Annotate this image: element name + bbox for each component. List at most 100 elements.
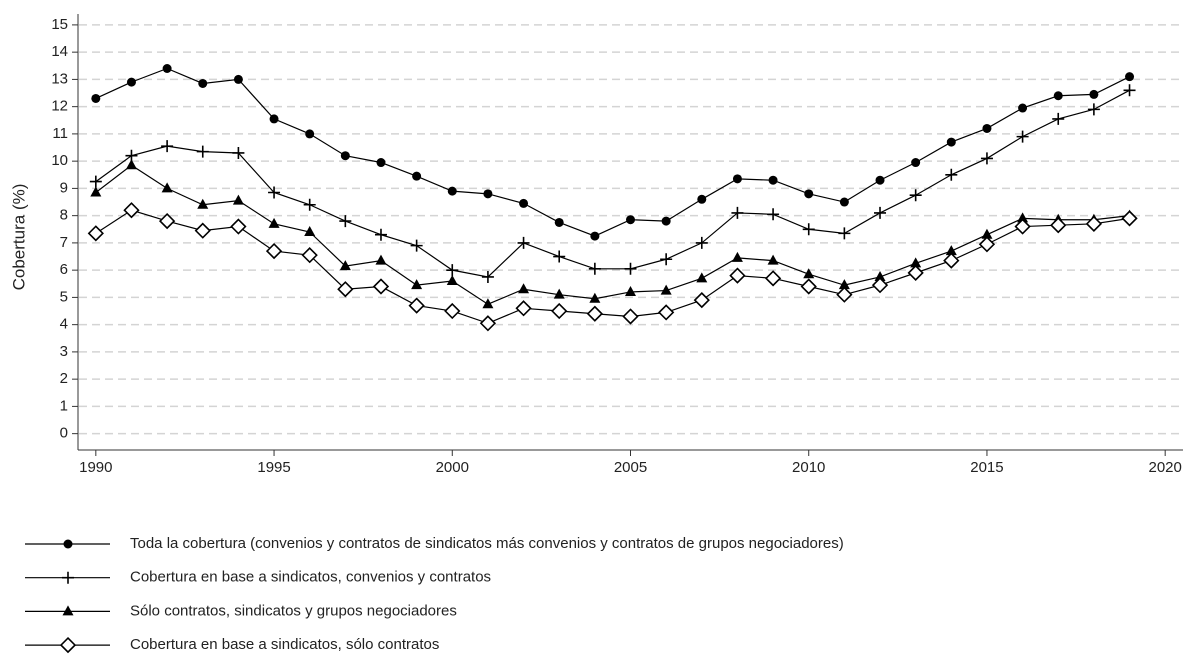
marker [158, 212, 176, 230]
marker-shape [411, 279, 423, 290]
y-tick-label: 1 [60, 397, 68, 414]
marker [410, 239, 423, 252]
marker [729, 267, 746, 284]
marker [910, 257, 922, 268]
x-tick-label: 2005 [614, 459, 647, 476]
marker [233, 74, 243, 84]
marker [624, 262, 637, 275]
marker-shape [123, 202, 140, 219]
marker-shape [518, 283, 530, 294]
y-tick-label: 13 [51, 70, 68, 87]
marker [340, 151, 350, 161]
marker-shape [1123, 84, 1136, 97]
marker-shape [1089, 89, 1099, 99]
legend-label: Cobertura en base a sindicatos, convenio… [130, 569, 491, 586]
marker-shape [696, 272, 708, 283]
marker-shape [196, 145, 209, 158]
marker-shape [374, 228, 387, 241]
legend-label: Cobertura en base a sindicatos, sólo con… [130, 636, 439, 653]
marker-shape [444, 302, 461, 320]
marker [517, 236, 530, 249]
marker-shape [162, 64, 172, 73]
marker [62, 571, 74, 584]
marker [907, 264, 924, 282]
marker [802, 223, 815, 236]
marker [87, 225, 104, 242]
marker-shape [768, 175, 778, 185]
marker-shape [693, 291, 710, 309]
marker-shape [943, 252, 960, 269]
marker-shape [660, 253, 673, 266]
marker-shape [1121, 210, 1138, 227]
marker [731, 206, 744, 219]
marker-shape [658, 304, 675, 321]
marker [481, 270, 494, 283]
marker [660, 253, 673, 266]
marker [305, 129, 315, 139]
marker-shape [232, 194, 244, 205]
marker-shape [161, 182, 173, 193]
marker-shape [62, 605, 74, 616]
marker [836, 286, 853, 303]
marker [232, 146, 245, 159]
marker [804, 189, 814, 199]
y-tick-label: 11 [52, 125, 68, 142]
marker-shape [803, 268, 815, 279]
marker [63, 539, 73, 549]
marker-shape [588, 262, 601, 275]
marker [586, 305, 603, 322]
y-tick-label: 3 [60, 343, 68, 360]
marker-shape [624, 262, 637, 275]
marker-shape [268, 186, 281, 199]
marker [303, 198, 316, 211]
series-line [95, 164, 1130, 305]
marker-shape [198, 78, 208, 88]
marker-shape [339, 215, 352, 228]
series-line [95, 67, 1130, 237]
x-tick-label: 2000 [436, 459, 469, 476]
marker [943, 252, 960, 269]
marker-shape [408, 297, 425, 314]
marker [697, 194, 707, 204]
marker [1050, 217, 1067, 234]
marker-shape [874, 270, 886, 281]
marker [553, 288, 565, 299]
marker [123, 202, 140, 219]
marker-shape [376, 158, 386, 168]
marker-shape [804, 189, 814, 199]
marker-shape [519, 198, 529, 208]
marker [767, 208, 780, 221]
marker-shape [517, 236, 530, 249]
marker [339, 215, 352, 228]
marker [982, 123, 992, 133]
marker-shape [158, 212, 176, 230]
marker [764, 270, 782, 287]
marker [695, 236, 708, 249]
marker-shape [304, 226, 316, 236]
x-tick-label: 2015 [970, 459, 1003, 476]
marker-shape [372, 278, 390, 295]
marker [875, 175, 885, 185]
marker [376, 158, 386, 168]
marker-shape [697, 194, 707, 204]
marker [412, 171, 422, 181]
marker [658, 304, 675, 321]
marker-shape [981, 228, 993, 239]
marker-shape [87, 225, 104, 242]
y-tick-label: 14 [51, 43, 68, 60]
marker-shape [412, 171, 422, 181]
marker [197, 198, 209, 209]
marker-shape [586, 305, 603, 322]
marker-shape [194, 222, 211, 239]
marker [162, 64, 172, 73]
marker [161, 140, 174, 153]
marker [1017, 212, 1029, 223]
marker [768, 175, 778, 185]
marker-shape [589, 292, 601, 303]
y-tick-label: 12 [51, 98, 68, 115]
y-tick-label: 4 [60, 316, 68, 333]
marker-shape [838, 279, 850, 290]
marker [268, 217, 280, 228]
marker-shape [1052, 112, 1065, 125]
marker-shape [907, 264, 924, 282]
